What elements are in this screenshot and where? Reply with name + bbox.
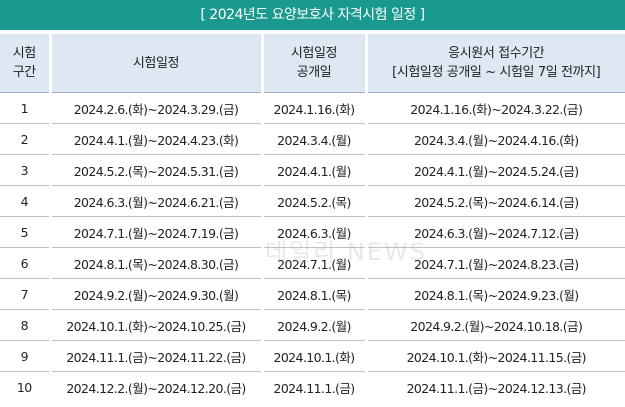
cell-round: 1 xyxy=(0,92,50,124)
cell-exam-period: 2024.7.1.(월)~2024.7.19.(금) xyxy=(48,216,262,248)
table-row: 3 2024.5.2.(목)~2024.5.31.(금) 2024.4.1.(월… xyxy=(0,154,625,186)
cell-round: 7 xyxy=(0,278,50,310)
header-apply-line1: 응시원서 접수기간 xyxy=(448,46,545,61)
watermark: 데일리 NEWS xyxy=(265,238,427,266)
table-title: [ 2024년도 요양보호사 자격시험 일정 ] xyxy=(0,0,625,30)
exam-schedule-table: 시험 구간 시험일정 시험일정 공개일 응시원서 접수기간 [시험일정 공개일 … xyxy=(0,34,625,402)
cell-round: 9 xyxy=(0,340,50,372)
cell-announce-date: 2024.9.2.(월) xyxy=(260,309,366,341)
cell-announce-date: 2024.6.3.(월) xyxy=(260,216,366,248)
header-round-line2: 구간 xyxy=(12,65,37,80)
cell-exam-period: 2024.12.2.(월)~2024.12.20.(금) xyxy=(48,371,262,402)
cell-announce-date: 2024.10.1.(화) xyxy=(260,340,366,372)
cell-round: 2 xyxy=(0,123,50,155)
table-row: 1 2024.2.6.(화)~2024.3.29.(금) 2024.1.16.(… xyxy=(0,92,625,124)
cell-exam-period: 2024.8.1.(목)~2024.8.30.(금) xyxy=(48,247,262,279)
cell-round: 5 xyxy=(0,216,50,248)
header-row: 시험 구간 시험일정 시험일정 공개일 응시원서 접수기간 [시험일정 공개일 … xyxy=(0,34,625,93)
cell-announce-date: 2024.11.1.(금) xyxy=(260,371,366,402)
cell-announce-date: 2024.8.1.(목) xyxy=(260,278,366,310)
table-row: 5 2024.7.1.(월)~2024.7.19.(금) 2024.6.3.(월… xyxy=(0,216,625,248)
table-row: 6 2024.8.1.(목)~2024.8.30.(금) 2024.7.1.(월… xyxy=(0,247,625,279)
header-announce-line2: 공개일 xyxy=(296,65,332,80)
table-row: 4 2024.6.3.(월)~2024.6.21.(금) 2024.5.2.(목… xyxy=(0,185,625,217)
table-row: 9 2024.11.1.(금)~2024.11.22.(금) 2024.10.1… xyxy=(0,340,625,372)
cell-apply-period: 2024.5.2.(목)~2024.6.14.(금) xyxy=(364,185,625,217)
cell-apply-period: 2024.11.1.(금)~2024.12.13.(금) xyxy=(364,371,625,402)
cell-apply-period: 2024.8.1.(목)~2024.9.23.(월) xyxy=(364,278,625,310)
cell-apply-period: 2024.10.1.(화)~2024.11.15.(금) xyxy=(364,340,625,372)
table-row: 10 2024.12.2.(월)~2024.12.20.(금) 2024.11.… xyxy=(0,371,625,402)
cell-exam-period: 2024.5.2.(목)~2024.5.31.(금) xyxy=(48,154,262,186)
cell-announce-date: 2024.7.1.(월) xyxy=(260,247,366,279)
cell-announce-date: 2024.4.1.(월) xyxy=(260,154,366,186)
header-round-line1: 시험 xyxy=(12,46,37,61)
cell-apply-period: 2024.4.1.(월)~2024.5.24.(금) xyxy=(364,154,625,186)
cell-round: 8 xyxy=(0,309,50,341)
table-row: 8 2024.10.1.(화)~2024.10.25.(금) 2024.9.2.… xyxy=(0,309,625,341)
header-exam-period: 시험일정 xyxy=(48,34,262,93)
cell-round: 6 xyxy=(0,247,50,279)
cell-exam-period: 2024.11.1.(금)~2024.11.22.(금) xyxy=(48,340,262,372)
header-apply-line2: [시험일정 공개일 ~ 시험일 7일 전까지] xyxy=(392,65,601,80)
cell-exam-period: 2024.6.3.(월)~2024.6.21.(금) xyxy=(48,185,262,217)
cell-exam-period: 2024.2.6.(화)~2024.3.29.(금) xyxy=(48,92,262,124)
cell-exam-period: 2024.4.1.(월)~2024.4.23.(화) xyxy=(48,123,262,155)
cell-exam-period: 2024.9.2.(월)~2024.9.30.(월) xyxy=(48,278,262,310)
cell-apply-period: 2024.6.3.(월)~2024.7.12.(금) xyxy=(364,216,625,248)
header-announce-date: 시험일정 공개일 xyxy=(260,34,366,93)
cell-announce-date: 2024.1.16.(화) xyxy=(260,92,366,124)
cell-round: 3 xyxy=(0,154,50,186)
cell-apply-period: 2024.1.16.(화)~2024.3.22.(금) xyxy=(364,92,625,124)
table-row: 7 2024.9.2.(월)~2024.9.30.(월) 2024.8.1.(목… xyxy=(0,278,625,310)
cell-apply-period: 2024.7.1.(월)~2024.8.23.(금) xyxy=(364,247,625,279)
header-announce-line1: 시험일정 xyxy=(290,46,338,61)
cell-announce-date: 2024.3.4.(월) xyxy=(260,123,366,155)
cell-apply-period: 2024.3.4.(월)~2024.4.16.(화) xyxy=(364,123,625,155)
cell-announce-date: 2024.5.2.(목) xyxy=(260,185,366,217)
cell-apply-period: 2024.9.2.(월)~2024.10.18.(금) xyxy=(364,309,625,341)
cell-exam-period: 2024.10.1.(화)~2024.10.25.(금) xyxy=(48,309,262,341)
header-round: 시험 구간 xyxy=(0,34,50,93)
cell-round: 4 xyxy=(0,185,50,217)
header-apply-period: 응시원서 접수기간 [시험일정 공개일 ~ 시험일 7일 전까지] xyxy=(364,34,625,93)
cell-round: 10 xyxy=(16,379,32,395)
table-row: 2 2024.4.1.(월)~2024.4.23.(화) 2024.3.4.(월… xyxy=(0,123,625,155)
